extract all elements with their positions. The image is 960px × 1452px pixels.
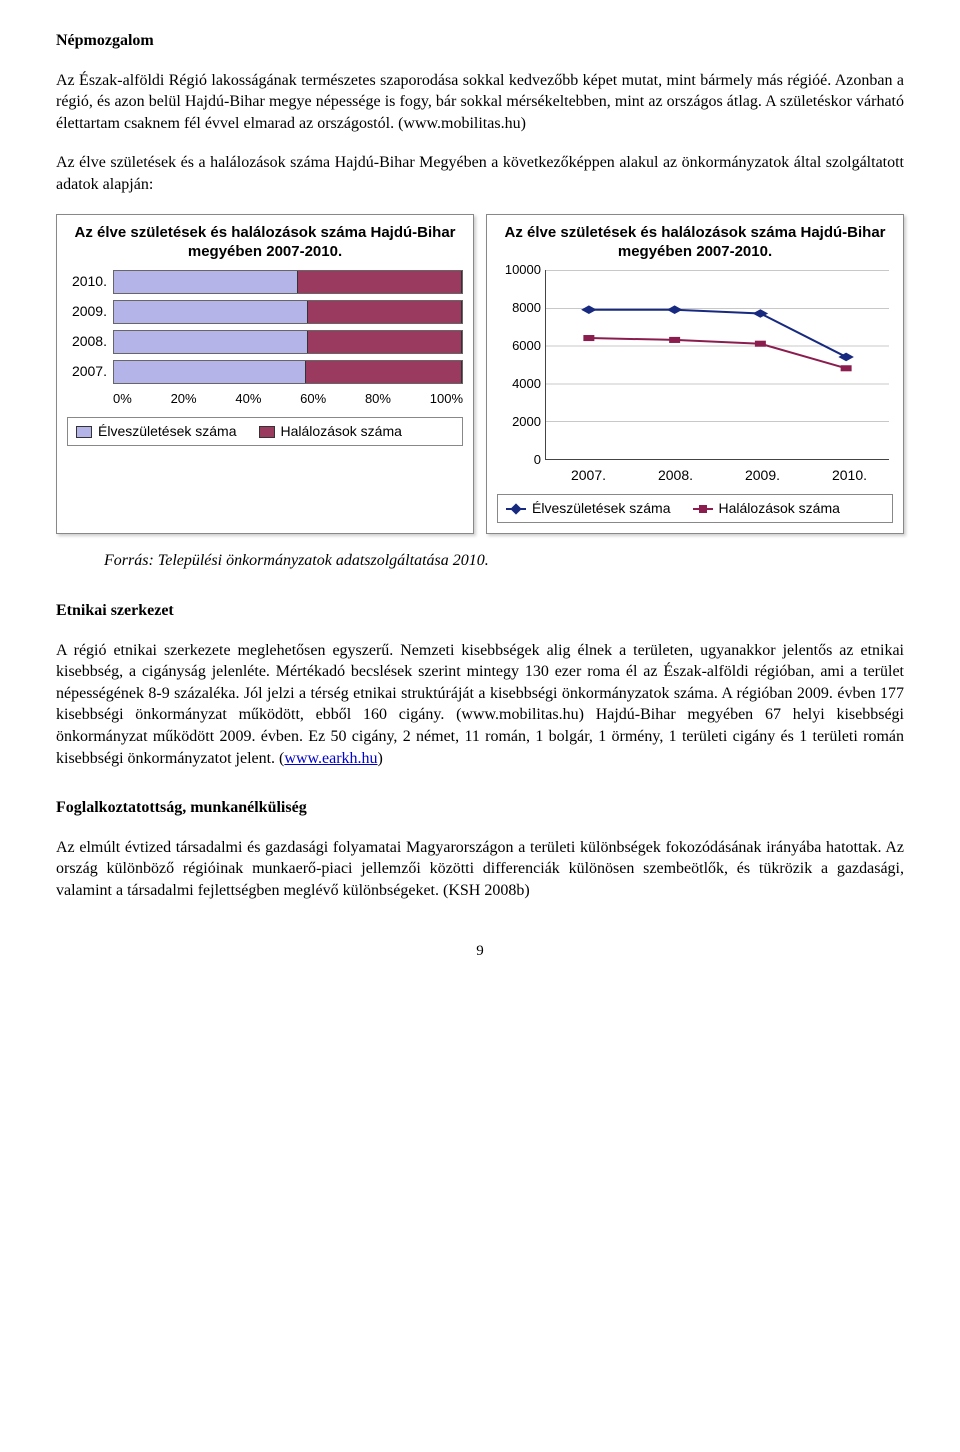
chart-line: [589, 338, 846, 368]
bar-segment: [308, 331, 462, 353]
bar-segment: [114, 361, 306, 383]
legend-swatch: [693, 508, 713, 510]
charts-row: Az élve születések és halálozások száma …: [56, 214, 904, 535]
legend-swatch: [76, 426, 92, 438]
bar-row: 2009.: [67, 300, 463, 324]
line-chart: Az élve születések és halálozások száma …: [486, 214, 904, 535]
section-heading-foglalkoztatottsag: Foglalkoztatottság, munkanélküliség: [56, 797, 904, 819]
y-tick: 4000: [512, 375, 541, 393]
x-tick: 80%: [365, 390, 391, 408]
x-tick: 40%: [235, 390, 261, 408]
bar-segment: [308, 301, 462, 323]
chart-title: Az élve születések és halálozások száma …: [497, 223, 893, 262]
legend-item: Halálozások száma: [259, 422, 402, 441]
section-heading-etnikai: Etnikai szerkezet: [56, 600, 904, 622]
bar-segment: [114, 301, 308, 323]
paragraph: Az Észak-alföldi Régió lakosságának term…: [56, 70, 904, 135]
line-chart-legend: Élveszületések száma Halálozások száma: [497, 494, 893, 523]
chart-marker: [583, 335, 594, 341]
paragraph: A régió etnikai szerkezete meglehetősen …: [56, 640, 904, 770]
x-tick: 2007.: [571, 466, 606, 485]
bar-row-label: 2008.: [67, 332, 113, 351]
y-tick: 6000: [512, 337, 541, 355]
paragraph-text: ): [378, 750, 383, 767]
bar-row: 2007.: [67, 360, 463, 384]
legend-swatch: [506, 508, 526, 510]
bar-segment: [114, 331, 308, 353]
bar-segment: [306, 361, 462, 383]
x-tick: 2008.: [658, 466, 693, 485]
y-tick: 8000: [512, 299, 541, 317]
stacked-bar-chart: Az élve születések és halálozások száma …: [56, 214, 474, 535]
chart-source: Forrás: Települési önkormányzatok adatsz…: [104, 550, 904, 572]
y-tick: 0: [534, 451, 541, 469]
chart-title: Az élve születések és halálozások száma …: [67, 223, 463, 262]
x-tick: 60%: [300, 390, 326, 408]
legend-item: Élveszületések száma: [76, 422, 237, 441]
bar-row: 2008.: [67, 330, 463, 354]
y-tick: 10000: [505, 261, 541, 279]
link-earkh[interactable]: www.earkh.hu: [284, 750, 377, 767]
bar-segment: [298, 271, 462, 293]
bar-track: [113, 300, 463, 324]
bar-track: [113, 330, 463, 354]
paragraph: Az élve születések és a halálozások szám…: [56, 152, 904, 195]
bar-row-label: 2009.: [67, 302, 113, 321]
page-number: 9: [56, 941, 904, 961]
legend-item: Élveszületések száma: [506, 499, 671, 518]
legend-label: Halálozások száma: [281, 422, 402, 441]
x-tick: 2009.: [745, 466, 780, 485]
bar-row-label: 2007.: [67, 362, 113, 381]
bar-segment: [114, 271, 298, 293]
bar-chart-legend: Élveszületések száma Halálozások száma: [67, 417, 463, 446]
x-tick: 0%: [113, 390, 132, 408]
chart-marker: [669, 336, 680, 342]
y-tick: 2000: [512, 413, 541, 431]
line-chart-plot: [545, 270, 889, 460]
bar-chart-body: 2010. 2009. 2008. 2007.: [67, 270, 463, 384]
line-chart-body: 0200040006000800010000 2007.2008.2009.20…: [497, 270, 893, 485]
x-axis-ticks: 2007. 2008. 2009. 2010.: [545, 466, 893, 485]
section-heading-nepmozgalom: Népmozgalom: [56, 30, 904, 52]
line-chart-svg: [546, 270, 889, 459]
x-tick: 100%: [430, 390, 463, 408]
x-tick: 20%: [171, 390, 197, 408]
bar-chart-x-axis: 0% 20% 40% 60% 80% 100%: [67, 390, 463, 408]
bar-track: [113, 270, 463, 294]
chart-marker: [581, 305, 597, 314]
legend-label: Halálozások száma: [719, 499, 840, 518]
y-axis-ticks: 0200040006000800010000: [497, 270, 541, 460]
chart-marker: [841, 365, 852, 371]
bar-row-label: 2010.: [67, 272, 113, 291]
legend-swatch: [259, 426, 275, 438]
legend-label: Élveszületések száma: [532, 499, 671, 518]
bar-track: [113, 360, 463, 384]
paragraph-text: A régió etnikai szerkezete meglehetősen …: [56, 642, 904, 767]
x-tick: 2010.: [832, 466, 867, 485]
bar-row: 2010.: [67, 270, 463, 294]
legend-item: Halálozások száma: [693, 499, 840, 518]
legend-label: Élveszületések száma: [98, 422, 237, 441]
chart-marker: [667, 305, 683, 314]
paragraph: Az elmúlt évtized társadalmi és gazdaság…: [56, 837, 904, 902]
chart-line: [589, 309, 846, 356]
chart-marker: [755, 340, 766, 346]
